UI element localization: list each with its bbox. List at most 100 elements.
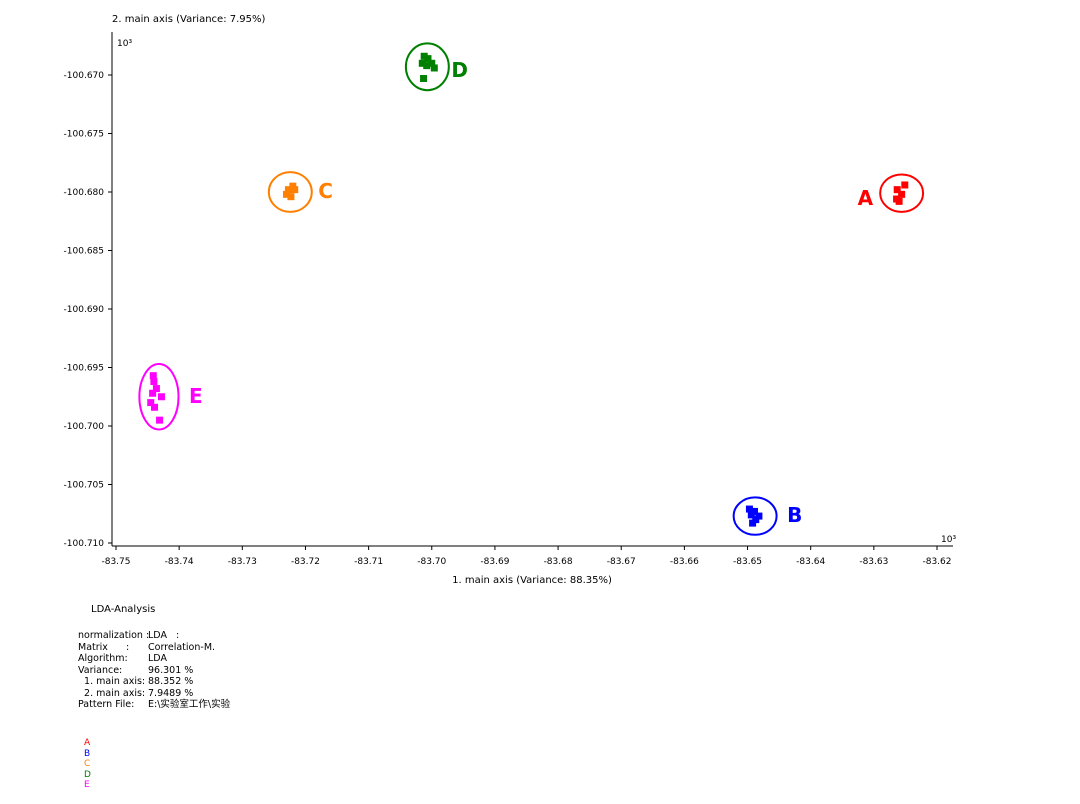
info-key: 1. main axis: [78, 676, 146, 687]
data-point-d [418, 59, 426, 67]
series-group-d: D [404, 42, 468, 92]
x-tick-label: -83.69 [480, 557, 509, 567]
y-axis-label: 2. main axis (Variance: 7.95%) [112, 14, 266, 25]
info-row: Algorithm: LDA [78, 653, 236, 665]
x-tick-label: -83.64 [796, 557, 825, 567]
cluster-ellipse-c [267, 171, 313, 213]
x-tick-label: -83.62 [922, 557, 951, 567]
x-axis-label: 1. main axis (Variance: 88.35%) [452, 575, 612, 586]
info-row: normalization : LDA : [78, 630, 236, 642]
y-tick-label: -100.710 [64, 539, 105, 549]
data-point-c [284, 186, 292, 194]
info-value: 7.9489 % [148, 687, 194, 699]
data-point-d [420, 52, 428, 60]
x-tick-label: -83.63 [859, 557, 888, 567]
info-value: LDA [148, 653, 167, 664]
cluster-label-d: D [451, 58, 468, 82]
y-tick-label: -100.685 [64, 247, 104, 257]
x-tick-label: -83.71 [354, 557, 383, 567]
data-point-d [428, 59, 436, 67]
data-point-e [151, 403, 159, 411]
series-group-c: C [267, 171, 333, 213]
data-point-a [901, 181, 909, 189]
y-tick-label: -100.700 [64, 422, 105, 432]
info-key: normalization : [78, 630, 150, 641]
data-point-a [895, 197, 903, 205]
x-tick-label: -83.72 [291, 557, 320, 567]
data-point-c [291, 186, 299, 194]
info-key: Matrix : [78, 641, 130, 653]
data-point-a [898, 190, 906, 198]
info-value: Correlation-M. [148, 641, 216, 653]
data-point-b [749, 519, 757, 527]
legend-item-c: C [84, 759, 91, 769]
info-key: 2. main axis: [78, 687, 146, 699]
data-point-a [893, 186, 901, 194]
y-tick-label: -100.690 [64, 305, 105, 315]
series-group-e: E [138, 362, 203, 431]
data-point-e [156, 416, 164, 424]
data-point-e [150, 378, 158, 386]
cluster-ellipse-d [404, 42, 450, 92]
x-tick-label: -83.74 [165, 557, 194, 567]
data-point-b [752, 516, 760, 524]
info-row: Pattern File: E:\实验室工作\实验 [78, 699, 236, 711]
cluster-label-e: E [189, 384, 203, 408]
x-tick-label: -83.65 [733, 557, 762, 567]
data-point-c [289, 182, 297, 190]
info-key: Pattern File: [78, 699, 135, 710]
series-group-b: B [732, 496, 802, 536]
data-point-d [423, 62, 431, 70]
data-point-c [283, 190, 291, 198]
cluster-label-a: A [858, 186, 874, 210]
cluster-label-b: B [787, 503, 802, 527]
cluster-ellipse-e [138, 362, 180, 431]
legend-item-a: A [84, 738, 91, 748]
cluster-ellipse-b [732, 496, 778, 536]
analysis-title: LDA-Analysis [91, 604, 156, 615]
info-row: Variance: 96.301 % [78, 665, 236, 677]
x-tick-label: -83.67 [607, 557, 636, 567]
y-tick-label: -100.675 [64, 130, 104, 140]
x-tick-label: -83.73 [228, 557, 257, 567]
x-tick-label: -83.75 [101, 557, 130, 567]
data-point-e [149, 372, 157, 380]
x-tick-label: -83.70 [417, 557, 446, 567]
info-value: E:\实验室工作\实验 [148, 699, 237, 710]
legend-item-b: B [84, 748, 91, 759]
cluster-ellipse-a [879, 173, 925, 213]
x-scale-label: 10³ [941, 535, 956, 545]
series-group-a: A [858, 173, 925, 213]
data-point-e [157, 393, 165, 401]
x-tick-label: -83.68 [544, 557, 573, 567]
info-value: LDA : [148, 630, 180, 641]
y-scale-label: 10³ [117, 39, 132, 49]
legend-item-d: D [84, 769, 91, 780]
info-key: Variance: [78, 664, 123, 676]
info-row: Matrix : Correlation-M. [78, 642, 236, 654]
x-tick-label: -83.66 [670, 557, 699, 567]
legend-item-e: E [84, 780, 90, 790]
data-point-d [420, 75, 428, 83]
data-point-c [287, 193, 295, 201]
data-point-e [152, 385, 160, 393]
info-value: 96.301 % [148, 664, 194, 676]
info-value: 88.352 % [148, 676, 194, 687]
data-point-b [745, 505, 753, 513]
data-point-b [755, 512, 763, 520]
data-point-b [747, 511, 755, 519]
data-point-e [147, 399, 155, 407]
data-point-d [430, 64, 438, 72]
info-key: Algorithm: [78, 653, 128, 664]
y-tick-label: -100.705 [64, 481, 104, 491]
cluster-label-c: C [318, 179, 333, 203]
y-tick-label: -100.680 [64, 188, 105, 198]
data-point-e [149, 389, 157, 397]
analysis-info: normalization : LDA : Matrix : Correlation-… [78, 630, 236, 711]
y-tick-label: -100.670 [64, 71, 105, 81]
data-point-b [750, 507, 758, 515]
info-row: 2. main axis: 7.9489 % [78, 688, 236, 700]
y-tick-label: -100.695 [64, 364, 104, 374]
